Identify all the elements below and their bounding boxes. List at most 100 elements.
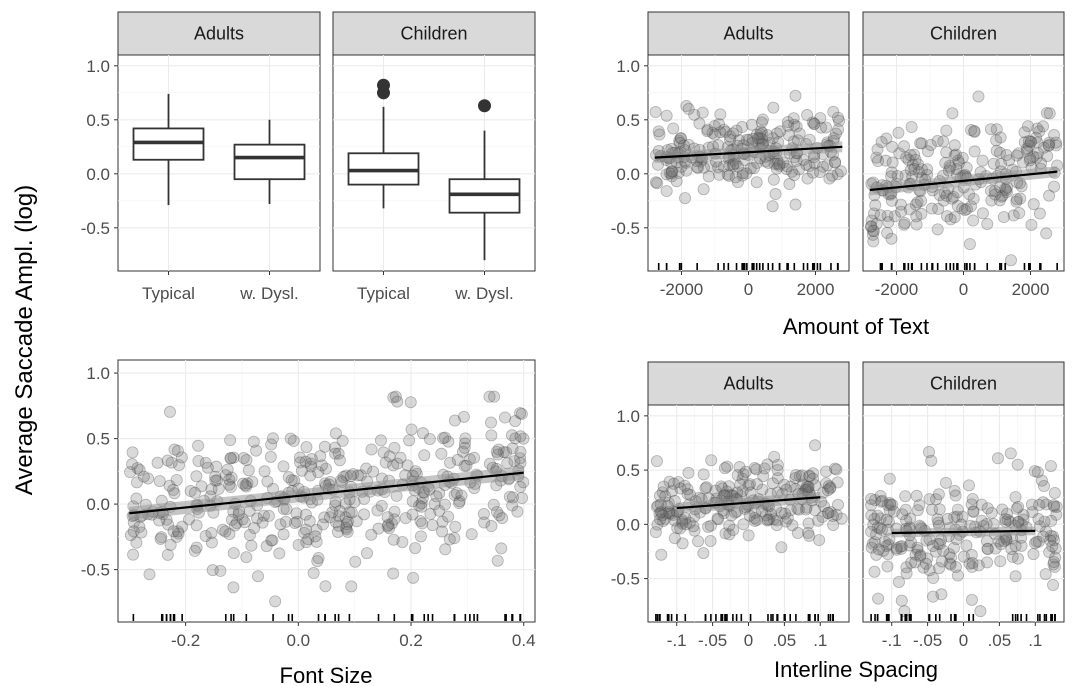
scatter-point (385, 517, 398, 530)
scatter-point (170, 473, 183, 486)
scatter-point (898, 216, 911, 229)
scatter-point (351, 469, 364, 482)
scatter-point (172, 527, 185, 540)
scatter-point (676, 537, 689, 550)
scatter-point (802, 526, 815, 539)
scatter-point (1043, 546, 1056, 559)
scatter-point (674, 132, 687, 145)
scatter-point (704, 535, 717, 548)
scatter-point (801, 109, 814, 122)
scatter-point (345, 580, 358, 593)
scatter-point (770, 127, 783, 140)
scatter-point (1033, 207, 1046, 220)
scatter-point (266, 534, 279, 547)
scatter-point (786, 519, 799, 532)
scatter-point (449, 520, 462, 533)
scatter-point (900, 151, 913, 164)
scatter-point (956, 510, 969, 523)
scatter-point (937, 135, 950, 148)
scatter-point (930, 493, 943, 506)
scatter-point (500, 446, 513, 459)
scatter-point (951, 199, 964, 212)
scatter-point (771, 458, 784, 471)
scatter-point (243, 528, 256, 541)
scatter-point (963, 188, 976, 201)
facet-strip-label-adults: Adults (723, 24, 773, 44)
scatter-point (783, 178, 796, 191)
scatter-point (406, 495, 419, 508)
scatter-point (295, 464, 308, 477)
scatter-point (788, 169, 801, 182)
scatter-point (673, 136, 686, 149)
scatter-point (830, 127, 843, 140)
scatter-point (985, 184, 998, 197)
scatter-point (671, 522, 684, 535)
scatter-point (225, 452, 238, 465)
scatter-point (875, 523, 888, 536)
scatter-point (874, 490, 887, 503)
scatter-point (773, 158, 786, 171)
scatter-point (702, 170, 715, 183)
scatter-point (665, 167, 678, 180)
scatter-point (876, 494, 889, 507)
scatter-point (807, 467, 820, 480)
scatter-point (714, 108, 727, 121)
scatter-point (416, 427, 429, 440)
scatter-point (688, 524, 701, 537)
scatter-point (865, 499, 878, 512)
scatter-point (1029, 537, 1042, 550)
scatter-point (188, 486, 201, 499)
scatter-point (484, 416, 497, 429)
scatter-point (701, 123, 714, 136)
scatter-point (209, 474, 222, 487)
scatter-point (496, 512, 509, 525)
scatter-point (880, 513, 893, 526)
scatter-point (1030, 535, 1043, 548)
scatter-point (680, 164, 693, 177)
scatter-point (443, 533, 456, 546)
scatter-point (949, 148, 962, 161)
scatter-point (1009, 491, 1022, 504)
scatter-point (517, 432, 530, 445)
scatter-point (995, 538, 1008, 551)
scatter-point (453, 497, 466, 510)
scatter-point (829, 156, 842, 169)
scatter-point (414, 515, 427, 528)
facet-strip (332, 11, 536, 56)
scatter-point (781, 512, 794, 525)
scatter-point (766, 132, 779, 145)
scatter-point (911, 158, 924, 171)
scatter-point (755, 132, 768, 145)
scatter-point (205, 536, 218, 549)
scatter-point (333, 454, 346, 467)
scatter-point (793, 470, 806, 483)
scatter-point (990, 134, 1003, 147)
scatter-point (717, 123, 730, 136)
scatter-point (768, 157, 781, 170)
scatter-point (711, 512, 724, 525)
scatter-point (723, 519, 736, 532)
scatter-point (684, 489, 697, 502)
scatter-point (367, 465, 380, 478)
scatter-point (142, 472, 155, 485)
y-tick-label: 0.5 (616, 461, 640, 480)
y-tick-label: -0.5 (611, 219, 640, 238)
scatter-point (1033, 125, 1046, 138)
scatter-point (299, 508, 312, 521)
scatter-point (941, 210, 954, 223)
scatter-point (1049, 551, 1062, 564)
y-tick-label: 0.5 (86, 430, 110, 449)
scatter-point (680, 518, 693, 531)
scatter-point (952, 156, 965, 169)
scatter-point (656, 509, 669, 522)
x-tick-label: -.05 (913, 631, 942, 650)
scatter-point (415, 497, 428, 510)
scatter-point (760, 509, 773, 522)
scatter-point (796, 469, 809, 482)
scatter-point (438, 498, 451, 511)
scatter-point (988, 184, 1001, 197)
scatter-point (329, 447, 342, 460)
scatter-point (868, 565, 881, 578)
scatter-point (277, 460, 290, 473)
scatter-point (987, 157, 1000, 170)
